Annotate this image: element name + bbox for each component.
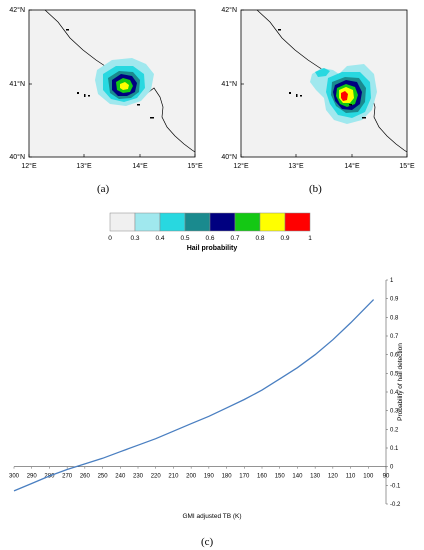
colorbar-swatch (284, 212, 311, 232)
chart-axes (13, 279, 388, 505)
y-tick-label: -0.2 (390, 502, 401, 508)
map-b-figure: 42°N 41°N 40°N 12°E 13°E 14°E 15°E (221, 6, 415, 170)
colorbar-tick-labels: 0 0.3 0.4 0.5 0.6 0.7 0.8 0.9 1 (108, 235, 312, 242)
map-a-lon-tick: 12°E (21, 162, 37, 170)
y-tick-label: 0.1 (390, 446, 399, 452)
x-tick-label: 270 (62, 474, 73, 480)
y-tick-label: -0.1 (390, 483, 401, 489)
colorbar-tick-label: 0.5 (180, 235, 189, 242)
panel-label-a: (a) (97, 183, 110, 195)
x-tick-label: 160 (257, 474, 268, 480)
map-a-lon-tick: 13°E (76, 162, 92, 170)
y-tick-labels: 1 0.9 0.8 0.7 0.6 0.5 0.4 0.3 0.2 0.1 0 -0.1 -0.2 (390, 278, 401, 508)
map-b-lat-tick: 42°N (221, 6, 237, 14)
map-panel-b: 42°N 41°N 40°N 12°E 13°E 14°E 15°E (b) (212, 0, 424, 200)
x-tick-label: 120 (328, 474, 339, 480)
y-tick-label: 0.5 (390, 371, 399, 377)
colorbar-tick-label: 0 (108, 235, 112, 242)
y-tick-label: 0.2 (390, 427, 399, 433)
x-tick-label: 130 (310, 474, 321, 480)
map-b-lon-tick: 14°E (344, 162, 360, 170)
panel-label-c: (c) (201, 536, 214, 548)
colorbar: 0 0.3 0.4 0.5 0.6 0.7 0.8 0.9 1 Hail probability (108, 212, 312, 252)
y-tick-label: 1 (390, 278, 394, 284)
y-tick-label: 0.7 (390, 334, 399, 340)
y-tick-label: 0 (390, 465, 394, 471)
y-axis-label: Probability of hail detection (397, 343, 404, 421)
map-a-lat-tick: 40°N (9, 153, 25, 161)
colorbar-swatches (109, 212, 311, 232)
colorbar-tick-label: 0.3 (130, 235, 139, 242)
x-tick-label: 90 (383, 474, 390, 480)
colorbar-swatch (234, 212, 261, 232)
map-b-lon-tick: 12°E (233, 162, 249, 170)
map-b-lat-tick: 41°N (221, 80, 237, 88)
y-tick-label: 0.3 (390, 409, 399, 415)
map-panel-a: 42°N 41°N 40°N 12°E 13°E 14°E 15°E (a) (0, 0, 212, 200)
map-b-probability-blob (310, 64, 377, 124)
y-tick-label: 0.4 (390, 390, 399, 396)
x-tick-label: 220 (151, 474, 162, 480)
panel-label-b: (b) (309, 183, 322, 195)
map-a-probability-blob (95, 58, 154, 106)
colorbar-swatch (184, 212, 211, 232)
y-tick-label: 0.6 (390, 353, 399, 359)
x-tick-label: 260 (80, 474, 91, 480)
x-tick-label: 140 (292, 474, 303, 480)
map-a-figure: 42°N 41°N 40°N 12°E 13°E 14°E 15°E (9, 6, 203, 170)
colorbar-swatch (159, 212, 186, 232)
x-tick-label: 240 (115, 474, 126, 480)
colorbar-tick-label: 0.9 (280, 235, 289, 242)
x-tick-label: 110 (346, 474, 356, 480)
y-tick-label: 0.8 (390, 315, 399, 321)
colorbar-swatch (109, 212, 136, 232)
map-b-islands (278, 29, 366, 119)
x-tick-label: 180 (222, 474, 233, 480)
x-axis-label: GMI adjusted TB (K) (182, 513, 241, 520)
colorbar-title: Hail probability (187, 245, 238, 252)
colorbar-tick-label: 0.4 (155, 235, 164, 242)
x-tick-label: 300 (9, 474, 20, 480)
colorbar-tick-label: 1 (308, 235, 312, 242)
map-a-lon-tick: 15°E (187, 162, 203, 170)
y-tick-label: 0.9 (390, 297, 399, 303)
x-tick-label: 280 (44, 474, 55, 480)
x-tick-label: 200 (186, 474, 197, 480)
x-tick-label: 290 (27, 474, 38, 480)
colorbar-tick-label: 0.8 (255, 235, 264, 242)
colorbar-tick-label: 0.6 (205, 235, 214, 242)
x-tick-label: 250 (98, 474, 109, 480)
series-line (13, 299, 375, 492)
x-tick-label: 170 (239, 474, 250, 480)
map-b-lon-tick: 13°E (288, 162, 304, 170)
x-tick-label: 190 (204, 474, 215, 480)
map-b-lon-tick: 15°E (399, 162, 415, 170)
x-tick-label: 150 (275, 474, 286, 480)
map-a-lat-tick: 42°N (9, 6, 25, 14)
colorbar-tick-label: 0.7 (230, 235, 239, 242)
map-a-lat-tick: 41°N (9, 80, 25, 88)
colorbar-swatch (134, 212, 161, 232)
colorbar-swatch (209, 212, 236, 232)
line-chart-c: 300 290 280 270 260 250 240 230 220 210 200 190 180 1… (9, 278, 404, 520)
map-a-islands (66, 29, 154, 119)
x-tick-label: 100 (363, 474, 374, 480)
x-tick-label: 230 (133, 474, 144, 480)
x-tick-label: 210 (168, 474, 179, 480)
x-tick-labels: 300 290 280 270 260 250 240 230 220 210 200 190 180 1… (9, 474, 390, 480)
map-b-lat-tick: 40°N (221, 153, 237, 161)
map-a-lon-tick: 14°E (132, 162, 148, 170)
colorbar-swatch (259, 212, 286, 232)
